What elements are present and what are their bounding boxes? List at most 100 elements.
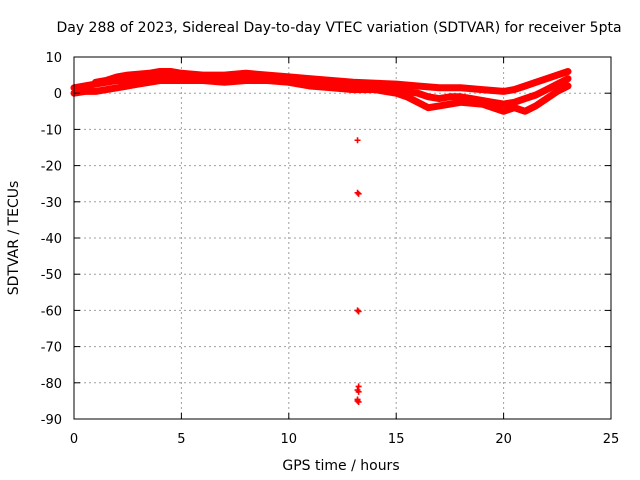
data-points (70, 68, 572, 405)
data-point-plus (328, 77, 335, 84)
data-point-plus (92, 88, 99, 95)
data-point-plus (425, 104, 432, 111)
data-point-plus (178, 70, 185, 77)
data-point-plus (414, 99, 421, 106)
data-point-plus (393, 90, 400, 97)
data-point-plus (264, 77, 271, 84)
data-point-plus (500, 88, 507, 95)
data-point-plus (436, 102, 443, 109)
x-axis-label: GPS time / hours (282, 458, 399, 474)
data-point-plus (554, 88, 561, 95)
data-point-plus (371, 86, 378, 93)
data-point-plus (124, 72, 131, 79)
data-point-plus (221, 79, 228, 86)
data-point-plus (511, 86, 518, 93)
tick-labels: 0 5 10 15 20 25 10 0 -10 -20 -30 -40 -50 -60 -70 -80 -90 (41, 51, 620, 447)
data-point-plus (543, 75, 550, 82)
x-tick-label: 25 (603, 432, 620, 447)
y-tick-label: 10 (45, 51, 62, 66)
data-point-plus (242, 77, 249, 84)
y-tick-label: 0 (54, 87, 62, 102)
x-tick-label: 15 (388, 432, 405, 447)
data-point-plus (436, 84, 443, 91)
data-point-plus (565, 68, 572, 75)
x-tick-label: 10 (281, 432, 298, 447)
data-point-plus (307, 75, 314, 82)
data-point-plus (354, 307, 361, 314)
data-point-plus (414, 90, 421, 97)
data-point-plus (221, 72, 228, 79)
data-point-plus (113, 84, 120, 91)
data-point-plus (355, 383, 362, 390)
data-point-plus (103, 77, 110, 84)
data-point-plus (307, 82, 314, 89)
data-point-plus (479, 101, 486, 108)
ticks (73, 56, 612, 420)
y-tick-label: -90 (41, 413, 62, 428)
data-point-plus (354, 137, 361, 144)
y-axis-label: SDTVAR / TECUs (6, 181, 22, 296)
y-tick-label: -40 (41, 232, 62, 247)
data-point-plus (543, 86, 550, 93)
data-point-plus (554, 81, 561, 88)
data-point-plus (425, 93, 432, 100)
data-point-plus (522, 82, 529, 89)
y-tick-label: -50 (41, 268, 62, 283)
data-point-plus (350, 86, 357, 93)
data-point-plus (489, 104, 496, 111)
data-point-plus (167, 68, 174, 75)
data-point-plus (565, 75, 572, 82)
data-point-plus (92, 79, 99, 86)
data-point-plus (354, 396, 361, 403)
data-point-plus (511, 104, 518, 111)
data-point-plus (522, 95, 529, 102)
y-tick-label: -80 (41, 377, 62, 392)
data-point-plus (500, 108, 507, 115)
data-point-plus (532, 92, 539, 99)
data-point-plus (135, 81, 142, 88)
data-point-plus (532, 79, 539, 86)
data-point-plus (156, 68, 163, 75)
x-tick-label: 5 (177, 432, 185, 447)
data-point-plus (403, 93, 410, 100)
data-point-plus (355, 190, 362, 197)
data-point-plus (446, 93, 453, 100)
y-tick-label: -30 (41, 196, 62, 211)
x-tick-label: 20 (495, 432, 512, 447)
data-point-plus (457, 99, 464, 106)
y-tick-label: -20 (41, 160, 62, 175)
data-point-plus (355, 388, 362, 395)
data-point-plus (81, 88, 88, 95)
data-point-plus (328, 84, 335, 91)
data-point-plus (457, 84, 464, 91)
x-tick-label: 0 (70, 432, 78, 447)
data-point-plus (113, 73, 120, 80)
chart-title: Day 288 of 2023, Sidereal Day-to-day VTE… (56, 20, 621, 36)
data-point-plus (554, 72, 561, 79)
data-point-plus (354, 189, 361, 196)
data-point-plus (543, 95, 550, 102)
data-point-plus (436, 95, 443, 102)
data-point-plus (350, 79, 357, 86)
data-point-plus (414, 82, 421, 89)
data-point-plus (532, 102, 539, 109)
data-point-plus (355, 308, 362, 315)
data-band-upper-branch (92, 68, 572, 95)
grid (74, 57, 611, 419)
data-point-plus (178, 77, 185, 84)
data-point-plus (500, 101, 507, 108)
data-point-plus (285, 79, 292, 86)
data-point-plus (565, 82, 572, 89)
data-point-plus (156, 77, 163, 84)
data-point-plus (242, 70, 249, 77)
data-point-plus (199, 77, 206, 84)
data-point-plus (522, 108, 529, 115)
data-point-plus (146, 70, 153, 77)
data-point-plus (393, 81, 400, 88)
y-tick-label: -10 (41, 123, 62, 138)
data-point-plus (479, 86, 486, 93)
y-tick-label: -60 (41, 304, 62, 319)
y-tick-label: -70 (41, 341, 62, 356)
